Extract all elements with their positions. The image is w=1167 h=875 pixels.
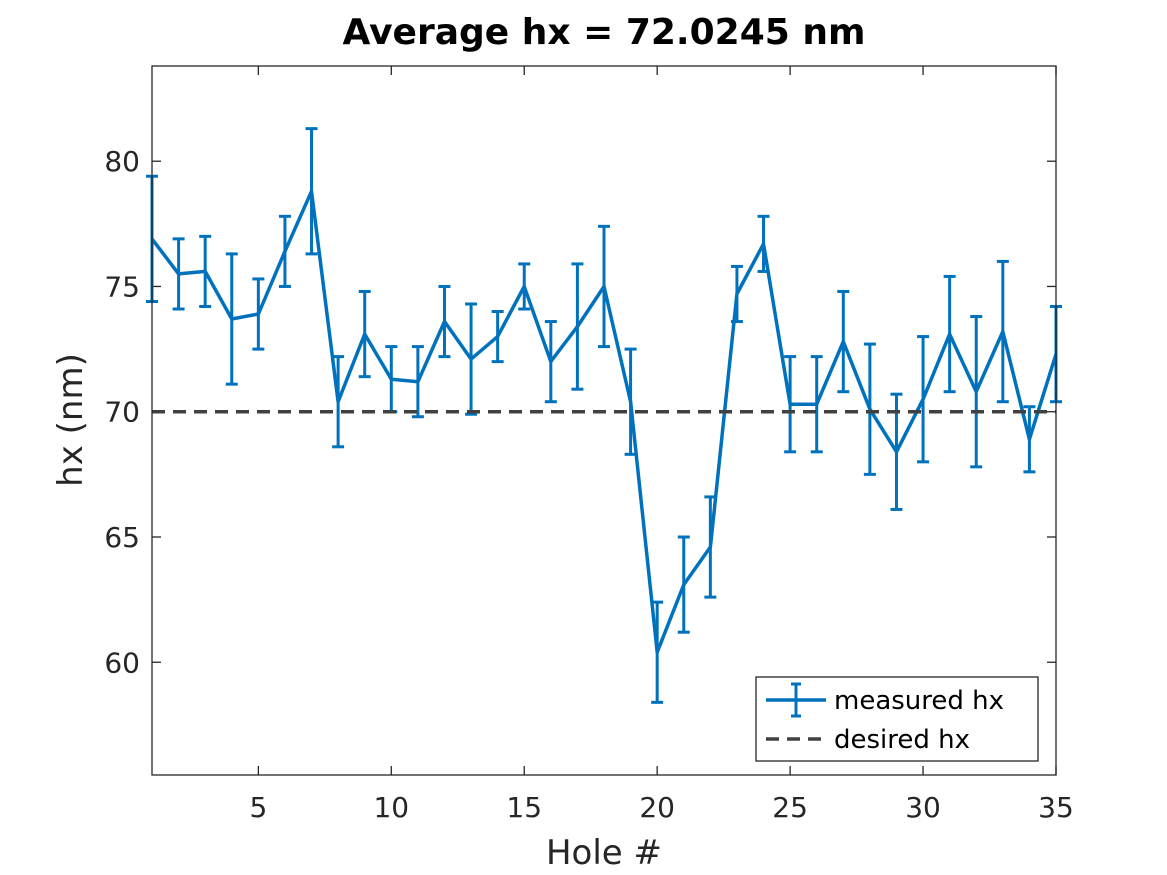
x-tick-label: 35 [1038, 791, 1074, 824]
errorbar [518, 262, 531, 311]
y-tick-label: 70 [104, 396, 140, 429]
y-axis-label: hx (nm) [51, 353, 91, 487]
errorbar [730, 264, 743, 324]
chart-title: Average hx = 72.0245 nm [343, 12, 866, 53]
errorbar [172, 237, 185, 311]
errorbar [651, 600, 664, 704]
x-tick-label: 25 [772, 791, 808, 824]
errorbar [411, 345, 424, 419]
errorbar [438, 284, 451, 359]
errorbar [199, 234, 212, 309]
errorbar [225, 252, 238, 386]
errorbar [598, 224, 610, 349]
errorbar [810, 355, 823, 454]
errorbar [757, 214, 770, 273]
legend-measured-label: measured hx [834, 686, 1004, 716]
axis-ticks: 5 10 15 20 25 30 35 60 65 70 75 80 [104, 66, 1074, 824]
errorbar [943, 274, 956, 394]
errorbar [252, 277, 265, 351]
y-tick-label: 75 [104, 270, 140, 303]
errorbar [544, 320, 557, 404]
legend-box [755, 676, 1039, 762]
errorbar [677, 535, 690, 634]
errorbar [465, 302, 478, 416]
errorbar [571, 262, 584, 391]
errorbar [996, 259, 1009, 404]
errorbar [278, 214, 291, 288]
errorbar [704, 495, 717, 599]
series-layer [146, 127, 1062, 704]
x-tick-label: 5 [249, 791, 267, 824]
plot-frame [151, 65, 1057, 776]
legend: measured hx desired hx [755, 676, 1039, 762]
x-tick-label: 15 [506, 791, 542, 824]
errorbar [970, 315, 983, 469]
legend-desired-label: desired hx [834, 725, 970, 755]
x-tick-label: 30 [905, 791, 941, 824]
plot-area [152, 66, 1056, 775]
errorbar [863, 342, 876, 476]
y-tick-label: 65 [104, 521, 140, 554]
errorbar [1023, 405, 1036, 474]
y-tick-label: 80 [104, 145, 140, 178]
errorbar [332, 355, 345, 449]
errorbar [784, 355, 797, 454]
errorbar [491, 310, 504, 364]
errorbar [358, 289, 371, 379]
x-tick-label: 10 [373, 791, 409, 824]
errorbar [837, 289, 850, 394]
errorbar [917, 335, 930, 464]
errorbar [624, 347, 637, 456]
y-tick-label: 60 [104, 646, 140, 679]
x-axis-label: Hole # [546, 833, 662, 873]
x-tick-label: 20 [639, 791, 675, 824]
errorbar [305, 127, 318, 256]
